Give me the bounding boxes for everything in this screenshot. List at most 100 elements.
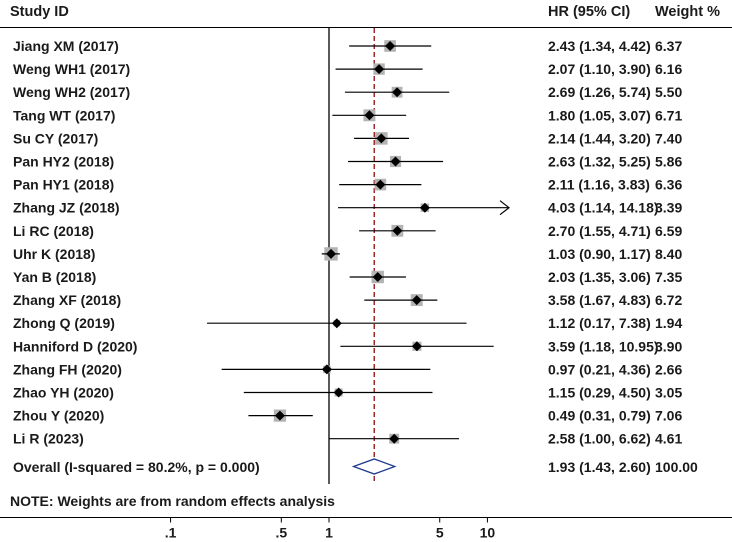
point-estimate [321,364,332,375]
header-study-id: Study ID [10,4,69,20]
study-row: Zhou Y (2020) 0.49 (0.31, 0.79) 7.06 [13,408,682,424]
study-ci-text: 2.70 (1.55, 4.71) [548,223,651,239]
study-label: Jiang XM (2017) [13,38,119,54]
study-ci-text: 2.63 (1.32, 5.25) [548,154,651,170]
study-label: Weng WH2 (2017) [13,84,130,100]
study-label: Weng WH1 (2017) [13,61,130,77]
study-ci-text: 1.80 (1.05, 3.07) [548,107,651,123]
study-ci-text: 2.69 (1.26, 5.74) [548,84,651,100]
study-row: Zhang FH (2020) 0.97 (0.21, 4.36) 2.66 [13,361,682,377]
study-label: Tang WT (2017) [13,107,115,123]
study-weight-text: 8.40 [655,246,682,262]
study-ci-text: 2.43 (1.34, 4.42) [548,38,651,54]
study-label: Pan HY2 (2018) [13,154,114,170]
study-row: Uhr K (2018) 1.03 (0.90, 1.17) 8.40 [13,246,682,262]
point-estimate [392,87,403,98]
point-estimate [374,64,385,75]
point-estimate [389,433,400,444]
study-weight-text: 7.40 [655,130,682,146]
study-row: Li RC (2018) 2.70 (1.55, 4.71) 6.59 [13,223,682,239]
study-ci-text: 2.14 (1.44, 3.20) [548,130,651,146]
study-row: Pan HY2 (2018) 2.63 (1.32, 5.25) 5.86 [13,154,682,170]
point-estimate [411,295,422,306]
overall-weight-text: 100.00 [655,459,698,475]
study-row: Zhong Q (2019) 1.12 (0.17, 7.38) 1.94 [13,315,682,331]
header-weight: Weight % [655,4,720,20]
study-row: Li R (2023) 2.58 (1.00, 6.62) 4.61 [13,431,682,447]
header-hr-ci: HR (95% CI) [548,4,630,20]
study-row: Hanniford D (2020) 3.59 (1.18, 10.95)3.90 [13,338,682,354]
study-row: Weng WH1 (2017) 2.07 (1.10, 3.90) 6.16 [13,61,682,77]
study-row: Su CY (2017) 2.14 (1.44, 3.20) 7.40 [13,130,682,146]
study-row: Pan HY1 (2018) 2.11 (1.16, 3.83) 6.36 [13,177,682,193]
study-ci-text: 1.12 (0.17, 7.38) [548,315,651,331]
x-tick-label: 1 [325,525,333,541]
study-weight-text: 4.61 [655,431,682,447]
study-weight-text: 6.36 [655,177,682,193]
study-row: Tang WT (2017) 1.80 (1.05, 3.07) 6.71 [13,107,682,123]
x-tick-label: 5 [436,525,444,541]
study-label: Su CY (2017) [13,130,98,146]
study-weight-text: 3.05 [655,385,682,401]
study-ci-text: 2.07 (1.10, 3.90) [548,61,651,77]
study-row: Weng WH2 (2017) 2.69 (1.26, 5.74) 5.50 [13,84,682,100]
point-estimate [274,410,285,421]
point-estimate [390,156,401,167]
study-ci-text: 3.58 (1.67, 4.83) [548,292,651,308]
point-estimate [375,179,386,190]
study-label: Li R (2023) [13,431,84,447]
study-weight-text: 6.71 [655,107,682,123]
study-row: Zhao YH (2020) 1.15 (0.29, 4.50) 3.05 [13,385,682,401]
study-rows: Jiang XM (2017) 2.43 (1.34, 4.42) 6.37 Weng… [13,38,682,475]
study-label: Zhang FH (2020) [13,361,122,377]
study-ci-text: 2.11 (1.16, 3.83) [548,177,650,193]
x-tick-label: 10 [480,525,496,541]
study-weight-text: 5.86 [655,154,682,170]
point-estimate [419,202,430,213]
study-row: Zhang JZ (2018) 4.03 (1.14, 14.18)3.39 [13,200,682,216]
study-row: Jiang XM (2017) 2.43 (1.34, 4.42) 6.37 [13,38,682,54]
x-tick-label: .1 [165,525,177,541]
study-weight-text: 2.66 [655,361,682,377]
study-label: Li RC (2018) [13,223,94,239]
study-row: Zhang XF (2018) 3.58 (1.67, 4.83) 6.72 [13,292,682,308]
point-estimate [333,387,344,398]
study-label: Zhao YH (2020) [13,385,114,401]
point-estimate [392,225,403,236]
study-weight-text: 6.16 [655,61,682,77]
x-tick-label: .5 [275,525,287,541]
study-ci-text: 1.03 (0.90, 1.17) [548,246,651,262]
study-label: Zhang JZ (2018) [13,200,120,216]
point-estimate [372,272,383,282]
study-ci-text: 0.97 (0.21, 4.36) [548,361,651,377]
study-label: Pan HY1 (2018) [13,177,114,193]
point-estimate [331,318,342,329]
study-weight-text: 6.59 [655,223,682,239]
overall-diamond [351,458,397,475]
study-label: Yan B (2018) [13,269,96,285]
study-ci-text: 2.58 (1.00, 6.62) [548,431,651,447]
study-weight-text: 6.72 [655,292,682,308]
point-estimate [326,248,337,259]
study-weight-text: 3.90 [655,338,682,354]
study-weight-text: 3.39 [655,200,682,216]
note-text: NOTE: Weights are from random effects an… [10,493,335,509]
study-row: Yan B (2018) 2.03 (1.35, 3.06) 7.35 [13,269,682,285]
study-label: Uhr K (2018) [13,246,95,262]
study-ci-text: 4.03 (1.14, 14.18) [548,200,659,216]
study-label: Zhang XF (2018) [13,292,121,308]
study-label: Zhou Y (2020) [13,408,104,424]
point-estimate [376,133,387,144]
overall-ci-text: 1.93 (1.43, 2.60) [548,459,651,475]
study-ci-text: 0.49 (0.31, 0.79) [548,408,651,424]
study-weight-text: 7.35 [655,269,682,285]
point-estimate [411,341,422,352]
ci-arrow [499,200,510,216]
x-axis-ticks: .1 .5 1 5 10 [165,517,496,541]
study-weight-text: 1.94 [655,315,682,331]
overall-label: Overall (I-squared = 80.2%, p = 0.000) [13,459,260,475]
study-weight-text: 6.37 [655,38,682,54]
study-ci-text: 2.03 (1.35, 3.06) [548,269,651,285]
study-weight-text: 5.50 [655,84,682,100]
